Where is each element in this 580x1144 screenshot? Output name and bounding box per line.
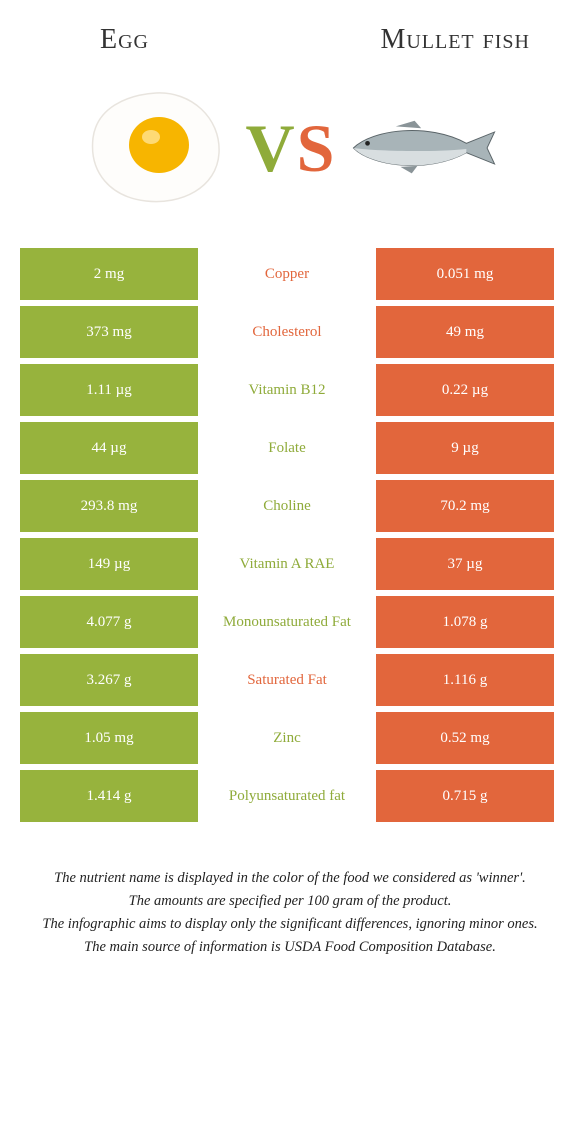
- vs-s: S: [297, 109, 335, 188]
- table-row: 1.11 µgVitamin B120.22 µg: [20, 364, 560, 416]
- value-left: 3.267 g: [20, 654, 198, 706]
- value-right: 0.715 g: [376, 770, 554, 822]
- nutrient-label: Vitamin B12: [198, 364, 376, 416]
- mullet-fish-icon: [344, 113, 504, 183]
- table-row: 1.414 gPolyunsaturated fat0.715 g: [20, 770, 560, 822]
- value-left: 149 µg: [20, 538, 198, 590]
- nutrient-label: Copper: [198, 248, 376, 300]
- nutrient-label: Folate: [198, 422, 376, 474]
- value-right: 0.22 µg: [376, 364, 554, 416]
- header: Egg Mullet fish: [0, 0, 580, 72]
- value-right: 0.52 mg: [376, 712, 554, 764]
- egg-image: [76, 78, 236, 218]
- nutrient-label: Monounsaturated Fat: [198, 596, 376, 648]
- value-left: 373 mg: [20, 306, 198, 358]
- nutrient-label: Zinc: [198, 712, 376, 764]
- comparison-table: 2 mgCopper0.051 mg 373 mgCholesterol49 mg…: [0, 248, 580, 822]
- value-right: 70.2 mg: [376, 480, 554, 532]
- value-right: 1.078 g: [376, 596, 554, 648]
- vs-label: VS: [246, 109, 335, 188]
- value-left: 1.11 µg: [20, 364, 198, 416]
- table-row: 4.077 gMonounsaturated Fat1.078 g: [20, 596, 560, 648]
- footer-line-2: The amounts are specified per 100 gram o…: [28, 891, 552, 912]
- value-left: 4.077 g: [20, 596, 198, 648]
- nutrient-label: Vitamin A RAE: [198, 538, 376, 590]
- food-title-right: Mullet fish: [315, 24, 540, 56]
- fish-image: [344, 78, 504, 218]
- value-right: 9 µg: [376, 422, 554, 474]
- table-row: 3.267 gSaturated Fat1.116 g: [20, 654, 560, 706]
- food-title-left: Egg: [40, 24, 315, 56]
- value-left: 1.05 mg: [20, 712, 198, 764]
- value-left: 2 mg: [20, 248, 198, 300]
- vs-row: VS: [0, 72, 580, 248]
- value-left: 1.414 g: [20, 770, 198, 822]
- vs-v: V: [246, 109, 295, 188]
- value-right: 1.116 g: [376, 654, 554, 706]
- table-row: 44 µgFolate9 µg: [20, 422, 560, 474]
- value-right: 0.051 mg: [376, 248, 554, 300]
- footer-line-4: The main source of information is USDA F…: [28, 937, 552, 958]
- value-right: 49 mg: [376, 306, 554, 358]
- value-left: 293.8 mg: [20, 480, 198, 532]
- table-row: 149 µgVitamin A RAE37 µg: [20, 538, 560, 590]
- table-row: 293.8 mgCholine70.2 mg: [20, 480, 560, 532]
- nutrient-label: Choline: [198, 480, 376, 532]
- footer-line-1: The nutrient name is displayed in the co…: [28, 868, 552, 889]
- value-right: 37 µg: [376, 538, 554, 590]
- nutrient-label: Saturated Fat: [198, 654, 376, 706]
- footer-line-3: The infographic aims to display only the…: [28, 914, 552, 935]
- table-row: 1.05 mgZinc0.52 mg: [20, 712, 560, 764]
- table-row: 373 mgCholesterol49 mg: [20, 306, 560, 358]
- nutrient-label: Cholesterol: [198, 306, 376, 358]
- value-left: 44 µg: [20, 422, 198, 474]
- footer-notes: The nutrient name is displayed in the co…: [0, 828, 580, 958]
- table-row: 2 mgCopper0.051 mg: [20, 248, 560, 300]
- nutrient-label: Polyunsaturated fat: [198, 770, 376, 822]
- fried-egg-icon: [81, 83, 231, 213]
